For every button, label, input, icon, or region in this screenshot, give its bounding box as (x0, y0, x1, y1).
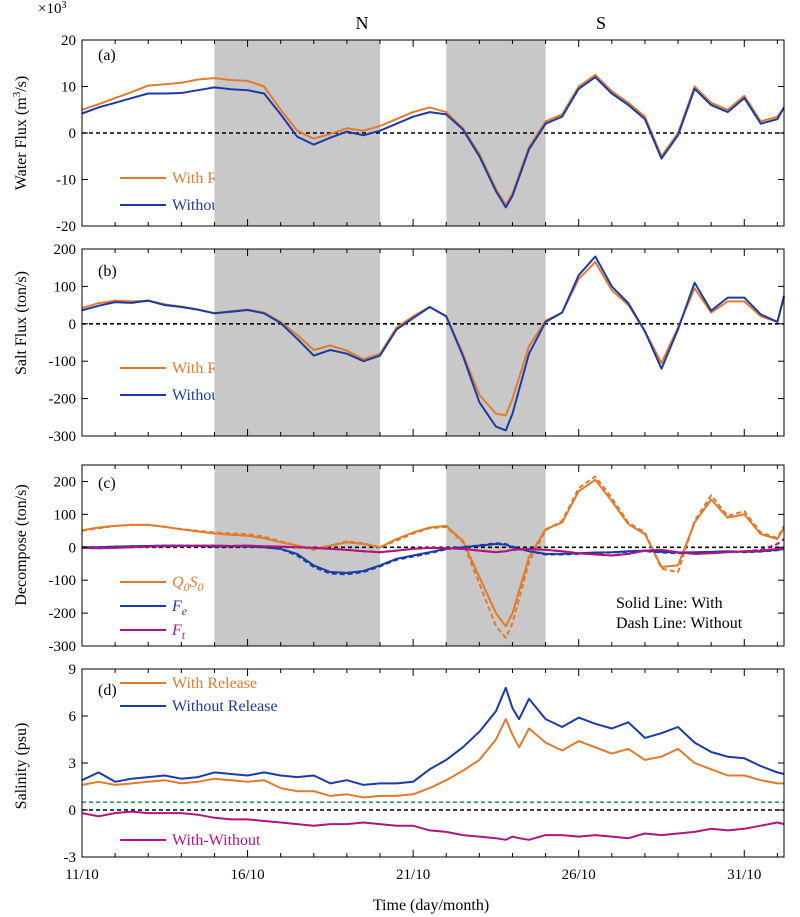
panel-2: -300 -200 -100 0 100 200 (49, 464, 785, 655)
x-tick-label: 16/10 (230, 867, 264, 883)
panel-label-c: (c) (98, 475, 116, 492)
x-tick-label: 21/10 (396, 867, 430, 883)
plot-frame (81, 248, 785, 437)
legend-c-fe-label: Fe (171, 598, 188, 618)
y-tick-label: -10 (56, 173, 76, 189)
panel-label-b: (b) (98, 263, 117, 280)
x-tick-label: 26/10 (562, 867, 596, 883)
series-line-ft-without- (81, 538, 785, 557)
y-tick-label: 9 (69, 662, 77, 678)
x-tick-label: 11/10 (65, 867, 99, 883)
y-tick-label: 3 (69, 756, 77, 772)
y-axis-title-a: Water Flux (m3/s) (11, 76, 30, 190)
plot-frame (81, 464, 785, 647)
y-axis-title-a-base: Water Flux (m (13, 97, 30, 190)
series-line-with-release (81, 73, 785, 207)
legend-c-q0s0-sub2: 0 (198, 580, 204, 594)
shaded-region-0 (214, 249, 381, 436)
y-tick-label: 6 (69, 709, 77, 725)
y-tick-label: -300 (49, 639, 77, 655)
y-tick-label: 0 (69, 317, 77, 333)
panel-3: -3 0 3 6 9 (64, 662, 785, 866)
legend-d-diff-label: With-Without (172, 832, 261, 849)
y-axis-title-a-end: /s) (13, 76, 30, 92)
y-tick-label: 0 (69, 126, 77, 142)
y-axis-title-d: Salinity (psu) (13, 723, 30, 810)
y-tick-label: -100 (49, 573, 77, 589)
shaded-region-1 (446, 249, 546, 436)
scale-base: ×10 (38, 1, 61, 17)
scale-label: ×103 (38, 0, 66, 17)
y-axis-title-c: Decompose (ton/s) (13, 484, 30, 605)
y-tick-label: -3 (64, 850, 77, 866)
y-tick-label: -300 (49, 429, 77, 445)
panel-label-a: (a) (98, 47, 116, 64)
series-line-without-release (81, 255, 785, 432)
series-line-without-release (81, 686, 785, 786)
y-tick-label: 20 (61, 33, 76, 49)
region-label-n: N (356, 13, 369, 33)
note-solid-line: Solid Line: With (616, 595, 723, 612)
legend-d-without-label: Without Release (172, 698, 278, 715)
panel-label-d: (d) (98, 682, 117, 699)
y-tick-label: -200 (49, 392, 77, 408)
y-tick-label: 0 (69, 540, 77, 556)
legend-d: With Release Without Release With-Withou… (120, 675, 278, 849)
x-tick-label: 31/10 (727, 867, 761, 883)
legend-c-ft-sub: t (182, 628, 186, 642)
y-axis-title-a-sup: 3 (11, 91, 23, 97)
plot-layer: -20-1001020-300-200-1000100200-300-200-1… (49, 33, 785, 883)
y-tick-label: -200 (49, 606, 77, 622)
y-tick-label: 200 (54, 242, 77, 258)
legend-c-q0s0-s: S (190, 574, 198, 591)
y-tick-label: 100 (54, 279, 77, 295)
legend-c-ft-label: Ft (171, 622, 186, 642)
series-line-without-release (81, 76, 785, 209)
scale-exp: 3 (61, 0, 66, 11)
legend-c-fe-sub: e (182, 604, 188, 618)
legend-d-with-label: With Release (172, 675, 257, 692)
panel-0: -20 -10 0 10 20 (56, 33, 785, 235)
series-line-q0s0-without- (81, 475, 785, 639)
series-line-with-release (81, 718, 784, 799)
y-tick-label: 100 (54, 507, 77, 523)
x-axis-title: Time (day/month) (373, 897, 489, 914)
panel-1: -300 -200 -100 0 100 200 (49, 242, 785, 445)
note-dash-line: Dash Line: Without (616, 615, 743, 632)
region-label-s: S (596, 13, 606, 33)
series-line-with-without (81, 810, 785, 841)
y-tick-label: -100 (49, 354, 77, 370)
legend-c-q0s0-sub1: 0 (184, 580, 190, 594)
y-tick-label: 200 (54, 474, 77, 490)
y-tick-label: -20 (56, 219, 76, 235)
legend-c: Q0S0 Fe Ft Solid Line: With Dash Line: W… (120, 574, 743, 642)
y-tick-label: 0 (69, 803, 77, 819)
y-axis-title-b: Salt Flux (ton/s) (13, 271, 30, 375)
legend-c-q0s0-label: Q0S0 (172, 574, 204, 594)
y-tick-label: 10 (61, 80, 76, 96)
